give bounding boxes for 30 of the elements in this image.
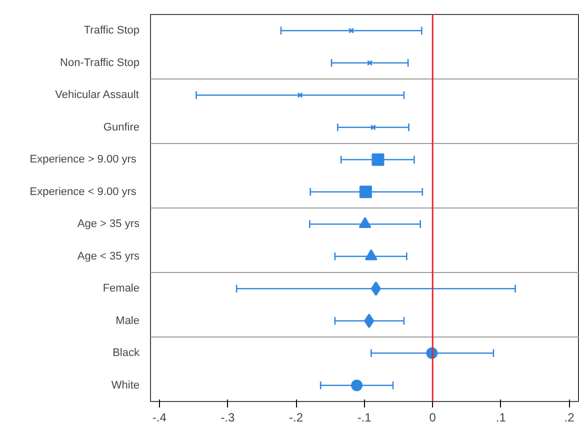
- y-tick-label: Female: [102, 282, 140, 295]
- x-tick-label: -.2: [289, 410, 304, 424]
- y-tick-label: Experience < 9.00 yrs: [30, 186, 137, 198]
- x-tick-label: .1: [496, 410, 506, 424]
- x-tick-label: -.1: [357, 410, 372, 424]
- x-tick-label: 0: [429, 410, 436, 424]
- y-tick-label: Vehicular Assault: [55, 89, 139, 102]
- x-tick-label: -.4: [152, 410, 167, 424]
- y-tick-label: Gunfire: [103, 121, 140, 134]
- point: [297, 92, 303, 98]
- point: [364, 249, 378, 260]
- y-tick-label: Age > 35 yrs: [77, 218, 140, 230]
- point: [370, 124, 376, 130]
- point: [348, 28, 354, 34]
- y-tick-label: Male: [116, 314, 140, 327]
- y-tick-label: Traffic Stop: [84, 24, 140, 37]
- point: [370, 281, 382, 296]
- y-tick-label: Black: [112, 347, 140, 360]
- point: [359, 186, 372, 198]
- y-tick-label: Experience > 9.00 yrs: [30, 154, 137, 166]
- point: [351, 380, 363, 392]
- y-tick-label: Age < 35 yrs: [77, 250, 140, 262]
- x-tick-label: -.3: [220, 410, 236, 424]
- point: [364, 314, 374, 328]
- y-tick-label: White: [111, 379, 140, 392]
- point: [372, 153, 384, 166]
- point: [366, 60, 373, 66]
- y-tick-label: Non-Traffic Stop: [60, 56, 140, 69]
- x-tick-label: .2: [564, 410, 575, 424]
- point: [358, 217, 372, 228]
